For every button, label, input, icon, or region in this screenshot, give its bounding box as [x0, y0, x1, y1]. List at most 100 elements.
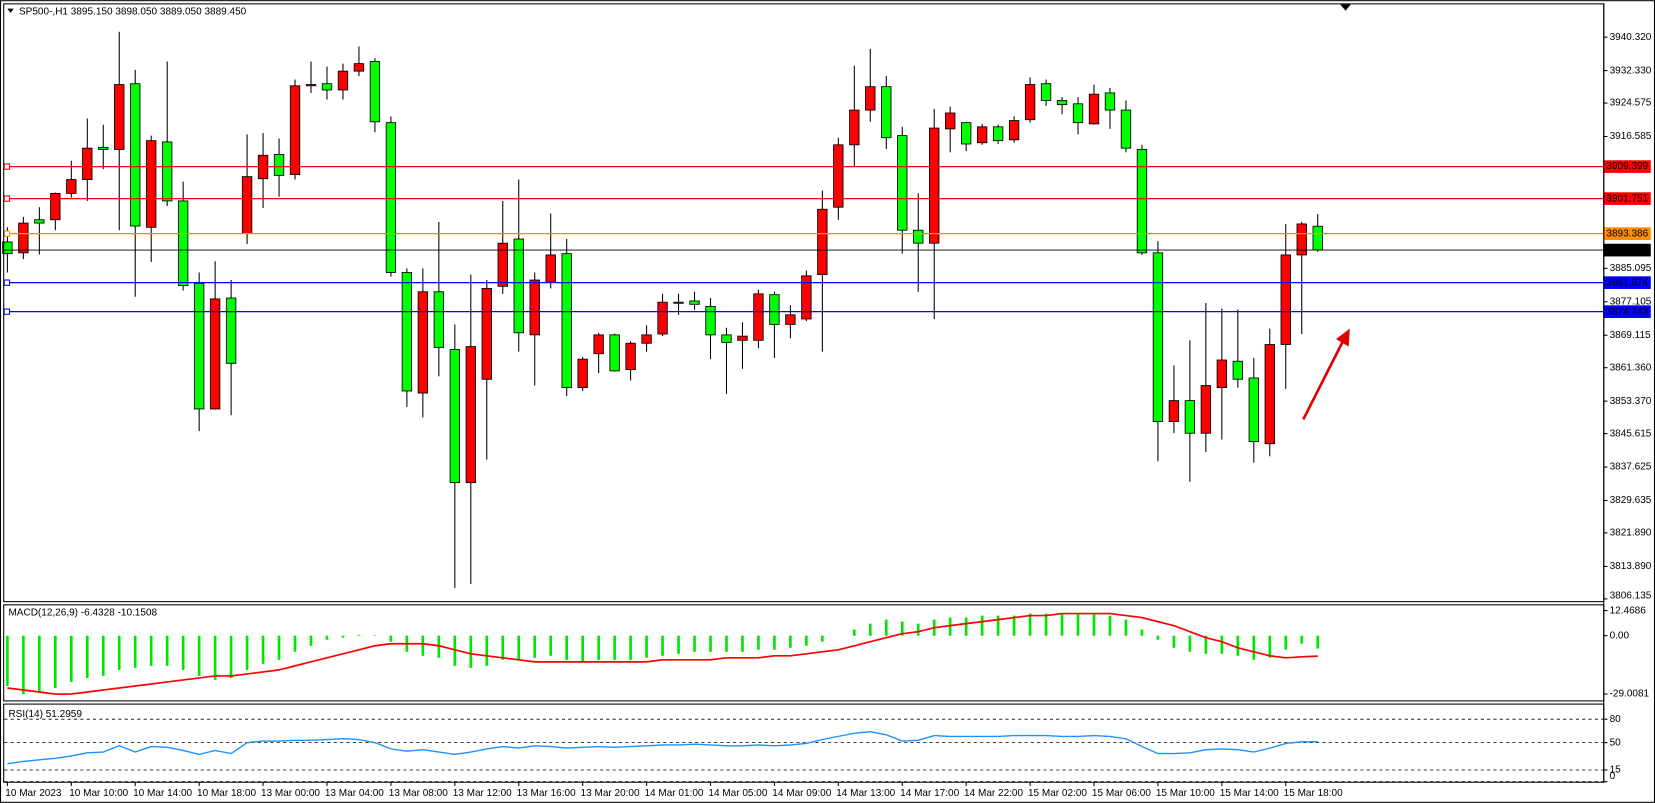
- chart-layer: 3940.320 3932.330 3924.575 3916.585 3885.095…: [2, 3, 1652, 799]
- x-tick-label: 13 Mar 04:00: [325, 788, 384, 799]
- x-tick-label: 13 Mar 08:00: [389, 788, 448, 799]
- candle-body: [289, 85, 301, 175]
- y-tick-label: 3885.095: [1610, 263, 1652, 274]
- candle-body: [609, 334, 620, 372]
- candle-body: [66, 179, 77, 194]
- arrow-head: [1336, 328, 1350, 347]
- candle-body: [1216, 359, 1228, 389]
- candle-body: [881, 86, 892, 139]
- y-tick-label: 3916.585: [1610, 131, 1652, 142]
- annotation-arrow: [1302, 328, 1350, 421]
- candle-body: [449, 349, 460, 484]
- candle-body: [657, 301, 668, 335]
- y-tick-label: 3869.115: [1610, 330, 1651, 341]
- candle-body: [1184, 400, 1196, 434]
- candle-body: [177, 200, 189, 286]
- level-label: 3874.743: [1606, 306, 1648, 317]
- level-label: 3909.399: [1606, 161, 1648, 172]
- candle-body: [561, 253, 572, 389]
- candle-body: [465, 346, 476, 484]
- x-tick-label: 15 Mar 10:00: [1156, 788, 1215, 799]
- candle-body: [625, 342, 636, 371]
- y-tick-label: 3924.575: [1610, 98, 1652, 109]
- candle-body: [513, 238, 524, 334]
- candle-body: [1136, 149, 1148, 254]
- candle-body: [50, 192, 61, 221]
- candle-body: [241, 176, 253, 234]
- y-tick-label: 15: [1610, 765, 1622, 776]
- candle-body: [1104, 92, 1116, 111]
- candle-body: [130, 83, 141, 227]
- candle-body: [1024, 84, 1036, 121]
- candle-body: [417, 291, 429, 394]
- candle-body: [162, 141, 173, 202]
- candle-body: [433, 291, 445, 348]
- level-label: 3881.674: [1606, 277, 1648, 288]
- level-handle: [3, 195, 11, 202]
- candle-body: [705, 305, 716, 336]
- level-label: 3893.386: [1606, 228, 1648, 239]
- candle-body: [98, 146, 109, 150]
- candle-body: [992, 126, 1004, 142]
- candle-body: [897, 135, 908, 231]
- candle-body: [865, 86, 876, 111]
- candle-body: [337, 70, 349, 91]
- candle-body: [146, 140, 157, 228]
- candle-body: [593, 334, 604, 355]
- x-tick-label: 15 Mar 02:00: [1028, 788, 1087, 799]
- candle-body: [18, 222, 29, 254]
- level-label: 3901.751: [1606, 193, 1648, 204]
- last-price-label: 3889.450: [1606, 245, 1648, 256]
- level-label-box: [1603, 305, 1651, 319]
- candle-body: [353, 63, 365, 72]
- candle-body: [1040, 83, 1052, 101]
- y-tick-label: 3853.370: [1610, 396, 1652, 407]
- candle-body: [1200, 385, 1212, 434]
- candle-body: [1088, 93, 1100, 125]
- candle-body: [1280, 254, 1291, 345]
- y-tick-label: 80: [1610, 714, 1622, 725]
- level-label-box: [1603, 227, 1651, 240]
- candle-body: [945, 112, 956, 130]
- rsi-title: RSI(14) 51.2959: [8, 709, 82, 720]
- candle-body: [321, 83, 333, 91]
- candle-body: [721, 334, 732, 343]
- candle-body: [1312, 225, 1323, 251]
- candle-body: [1168, 400, 1180, 422]
- x-tick-label: 14 Mar 09:00: [772, 788, 831, 799]
- candle-body: [1152, 252, 1164, 422]
- candle-body: [673, 301, 684, 304]
- candle-body: [193, 282, 205, 410]
- candle-body: [305, 84, 317, 87]
- candle-body: [689, 300, 700, 305]
- candle-body: [641, 334, 652, 344]
- y-tick-label: -29.0081: [1610, 689, 1650, 700]
- macd-title: MACD(12,26,9) -6.4328 -10.1508: [8, 607, 157, 618]
- y-tick-label: 3806.135: [1610, 590, 1652, 601]
- candle-body: [34, 219, 45, 224]
- candle-body: [801, 275, 812, 320]
- shift-marker: [1340, 4, 1351, 11]
- candle-body: [1056, 100, 1068, 106]
- candle-body: [1008, 120, 1020, 141]
- candle-body: [529, 279, 540, 336]
- y-tick-label: 3813.890: [1610, 561, 1652, 572]
- level-handle: [3, 163, 11, 170]
- y-tick-label: 3821.890: [1610, 528, 1652, 539]
- y-tick-label: 0: [1610, 771, 1616, 782]
- main-panel-frame: [3, 3, 1605, 603]
- candle-body: [769, 294, 780, 325]
- y-tick-label: 3932.330: [1610, 65, 1652, 76]
- x-tick-label: 10 Mar 18:00: [197, 788, 256, 799]
- candle-body: [273, 154, 285, 176]
- macd-signal-line: [7, 612, 1318, 695]
- candle-body: [976, 126, 988, 144]
- x-tick-label: 13 Mar 20:00: [581, 788, 640, 799]
- candle-body: [1296, 223, 1307, 256]
- candle-body: [114, 84, 125, 150]
- y-tick-label: 12.4686: [1610, 605, 1647, 616]
- rsi-panel-frame: [3, 703, 1605, 783]
- candle-body: [401, 272, 413, 392]
